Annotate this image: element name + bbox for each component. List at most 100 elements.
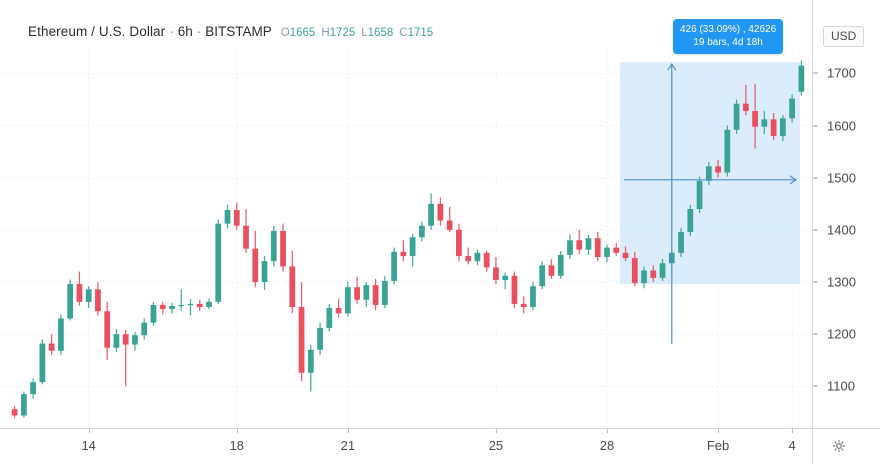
candle-body [428,203,435,226]
candle-body [169,305,175,310]
time-tick [495,429,497,433]
ohlc-item-c: C1715 [399,27,433,39]
price-axis-label: 1300 [827,274,856,290]
candle-body [483,252,490,268]
candle-body [696,180,703,210]
candle-body [48,343,55,351]
candle-body [280,230,286,267]
time-tick [718,429,720,433]
candle-body [289,266,296,308]
candles [11,60,805,418]
candle-body [502,275,509,280]
candle-body [437,203,444,221]
candle-body [520,303,527,308]
time-tick [792,429,794,433]
currency-badge[interactable]: USD [823,26,865,47]
candle-body [178,304,185,307]
chart-legend[interactable]: Ethereum / U.S. Dollar · 6h · BITSTAMP O… [28,24,439,39]
time-axis-label: Feb [706,438,730,453]
interval-label[interactable]: 6h [177,24,193,39]
candle-body [798,65,805,92]
price-tick [813,333,818,335]
time-axis-label: 25 [488,438,504,453]
candle-body [85,289,92,302]
candle-body [594,238,601,257]
time-axis[interactable]: 14 18 21 25 28 Feb 4 [0,428,880,464]
candle-body [11,409,18,416]
candle-body [641,270,647,284]
candle-body [58,318,64,351]
gear-icon[interactable] [832,439,846,453]
time-axis-label: 18 [229,438,244,453]
candle-body [113,334,120,348]
ohlc-item-o: O1665 [281,27,316,39]
candle-body [761,119,768,127]
candle-body [585,238,592,250]
candle-body [493,267,499,280]
ohlc-key: H [321,27,330,39]
price-tick [813,177,818,179]
candle-body [354,287,360,300]
measure-tooltip[interactable]: 426 (33.09%) , 42626 19 bars, 4d 18h [673,19,784,54]
candle-body [187,303,194,306]
ohlc-values: O1665 H1725 L1658 C1715 [281,27,439,39]
ohlc-item-l: L1658 [361,27,393,39]
candle-body [30,382,37,395]
candle-body [215,223,222,302]
axis-divider [812,429,813,464]
price-axis[interactable]: USD 1700 1600 1500 1400 1300 1200 1100 [812,0,880,428]
candle-body [307,349,314,373]
measure-tooltip-line-1: 426 (33.09%) , 42626 [680,24,777,35]
candle-body [159,304,166,310]
price-axis-label: 1700 [827,65,856,81]
candle-body [224,210,231,224]
candle-body [705,166,712,181]
candle-body [409,237,416,256]
time-tick [236,429,238,433]
candle-body [21,394,27,416]
exchange-label[interactable]: BITSTAMP [205,24,272,39]
candle-body [104,311,111,348]
candle-body [317,327,323,350]
candle-body [650,270,657,278]
time-axis-label: 28 [599,438,615,453]
candle-body [742,103,749,112]
candle-body [372,285,379,305]
candle-body [733,103,740,130]
candle-body [530,286,536,308]
candle-body [789,98,795,119]
ohlc-value: 1665 [289,27,316,39]
price-tick [813,72,818,74]
candle-body [95,289,101,312]
symbol-title[interactable]: Ethereum / U.S. Dollar [28,24,166,39]
candle-body [381,280,388,305]
candle-body [243,225,249,249]
ohlc-value: 1725 [329,27,356,39]
candle-body [631,258,638,284]
ohlc-item-h: H1725 [321,27,355,39]
candle-body [150,304,157,323]
ohlc-value: 1658 [367,27,394,39]
candle-body [604,247,610,257]
time-tick [607,429,608,433]
price-tick [813,229,818,231]
candle-body [122,334,129,345]
candle-body [233,210,240,226]
ohlc-key: C [399,27,408,39]
candle-body [752,111,758,127]
candle-body [622,252,629,259]
candle-body [687,209,694,232]
candle-body [456,229,462,256]
candle-body [270,230,277,262]
legend-separator-2: · [196,24,202,39]
price-axis-label: 1500 [827,170,856,186]
candle-body [335,308,342,314]
candle-body [400,251,407,256]
candle-body [715,166,721,173]
chart-plot-area[interactable] [0,50,812,428]
candle-body [779,118,786,137]
price-tick [813,385,818,387]
measure-arrows [623,62,798,345]
candle-body [298,307,305,373]
